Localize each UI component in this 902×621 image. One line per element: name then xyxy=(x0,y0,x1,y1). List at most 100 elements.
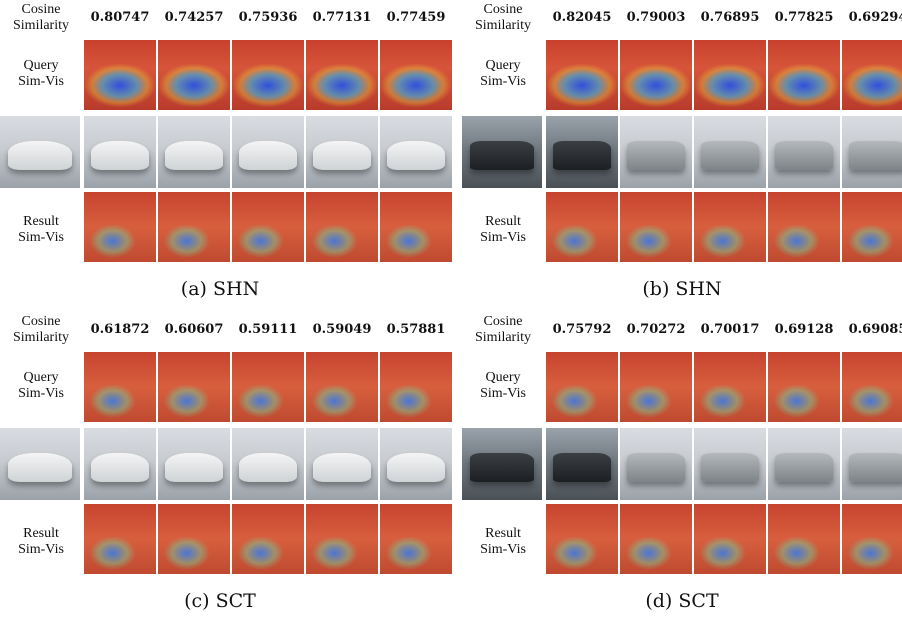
cosine-similarity-label: Cosine Similarity xyxy=(475,2,531,33)
result-sim-vis-map xyxy=(694,504,766,574)
cosine-score: 0.70017 xyxy=(700,322,760,337)
panel-caption: (d) SCT xyxy=(645,590,719,612)
query-sim-vis-map xyxy=(232,352,304,422)
cosine-score: 0.74257 xyxy=(164,10,224,25)
result-image xyxy=(84,428,156,500)
result-sim-vis-map xyxy=(546,192,618,262)
query-sim-vis-map xyxy=(694,352,766,422)
result-image xyxy=(380,116,452,188)
result-sim-vis-map xyxy=(842,192,902,262)
query-sim-vis-label: Query Sim-Vis xyxy=(18,370,64,401)
query-image xyxy=(0,116,80,188)
cosine-score: 0.79003 xyxy=(626,10,686,25)
result-image xyxy=(694,116,766,188)
panel-2: Cosine Similarity Query Sim-Vis Result Sim… xyxy=(462,0,902,300)
cosine-similarity-label: Cosine Similarity xyxy=(13,314,69,345)
result-image xyxy=(158,116,230,188)
result-image xyxy=(306,116,378,188)
panel-1: Cosine Similarity Query Sim-Vis Result Sim… xyxy=(0,0,452,300)
result-sim-vis-map xyxy=(694,192,766,262)
result-sim-vis-map xyxy=(768,504,840,574)
cosine-score: 0.77131 xyxy=(312,10,372,25)
result-image xyxy=(546,428,618,500)
result-sim-vis-map xyxy=(158,192,230,262)
cosine-score: 0.61872 xyxy=(90,322,150,337)
result-image xyxy=(842,116,902,188)
query-sim-vis-map xyxy=(158,40,230,110)
result-image xyxy=(232,116,304,188)
cosine-score: 0.69294 xyxy=(848,10,902,25)
panel-3: Cosine Similarity Query Sim-Vis Result Sim… xyxy=(0,312,452,612)
result-sim-vis-map xyxy=(620,192,692,262)
result-sim-vis-map xyxy=(768,192,840,262)
cosine-score: 0.76895 xyxy=(700,10,760,25)
query-sim-vis-map xyxy=(546,40,618,110)
result-sim-vis-map xyxy=(232,192,304,262)
result-sim-vis-map xyxy=(546,504,618,574)
result-sim-vis-map xyxy=(158,504,230,574)
query-sim-vis-map xyxy=(620,352,692,422)
query-sim-vis-map xyxy=(620,40,692,110)
result-sim-vis-map xyxy=(306,192,378,262)
result-image xyxy=(768,116,840,188)
result-image xyxy=(84,116,156,188)
query-sim-vis-map xyxy=(84,40,156,110)
query-image xyxy=(462,428,542,500)
result-image xyxy=(158,428,230,500)
query-sim-vis-map xyxy=(768,352,840,422)
cosine-score: 0.59111 xyxy=(238,322,298,337)
query-sim-vis-map xyxy=(380,352,452,422)
query-sim-vis-map xyxy=(232,40,304,110)
cosine-score: 0.82045 xyxy=(552,10,612,25)
cosine-score: 0.57881 xyxy=(386,322,446,337)
cosine-score: 0.60607 xyxy=(164,322,224,337)
query-sim-vis-map xyxy=(306,40,378,110)
cosine-score: 0.69085 xyxy=(848,322,902,337)
result-sim-vis-label: Result Sim-Vis xyxy=(480,526,526,557)
cosine-score: 0.75792 xyxy=(552,322,612,337)
cosine-score: 0.80747 xyxy=(90,10,150,25)
result-image xyxy=(768,428,840,500)
result-sim-vis-map xyxy=(620,504,692,574)
result-image xyxy=(380,428,452,500)
query-sim-vis-map xyxy=(380,40,452,110)
query-image xyxy=(0,428,80,500)
query-sim-vis-map xyxy=(84,352,156,422)
query-sim-vis-map xyxy=(158,352,230,422)
result-image xyxy=(232,428,304,500)
query-image xyxy=(462,116,542,188)
result-image xyxy=(842,428,902,500)
panel-caption: (c) SCT xyxy=(184,590,256,612)
result-sim-vis-label: Result Sim-Vis xyxy=(480,214,526,245)
cosine-similarity-label: Cosine Similarity xyxy=(475,314,531,345)
cosine-score: 0.77825 xyxy=(774,10,834,25)
query-sim-vis-map xyxy=(546,352,618,422)
cosine-score: 0.59049 xyxy=(312,322,372,337)
query-sim-vis-label: Query Sim-Vis xyxy=(18,58,64,89)
result-image xyxy=(620,116,692,188)
cosine-score: 0.70272 xyxy=(626,322,686,337)
cosine-score: 0.77459 xyxy=(386,10,446,25)
result-image xyxy=(694,428,766,500)
cosine-score: 0.69128 xyxy=(774,322,834,337)
result-sim-vis-map xyxy=(84,192,156,262)
result-sim-vis-map xyxy=(380,192,452,262)
query-sim-vis-label: Query Sim-Vis xyxy=(480,370,526,401)
result-sim-vis-map xyxy=(842,504,902,574)
result-sim-vis-map xyxy=(84,504,156,574)
result-image xyxy=(306,428,378,500)
cosine-similarity-label: Cosine Similarity xyxy=(13,2,69,33)
result-sim-vis-map xyxy=(380,504,452,574)
query-sim-vis-map xyxy=(842,352,902,422)
result-sim-vis-label: Result Sim-Vis xyxy=(18,526,64,557)
query-sim-vis-map xyxy=(694,40,766,110)
cosine-score: 0.75936 xyxy=(238,10,298,25)
panel-caption: (a) SHN xyxy=(180,278,260,300)
query-sim-vis-map xyxy=(306,352,378,422)
result-sim-vis-map xyxy=(232,504,304,574)
result-image xyxy=(546,116,618,188)
panel-4: Cosine Similarity Query Sim-Vis Result Sim… xyxy=(462,312,902,612)
result-image xyxy=(620,428,692,500)
result-sim-vis-label: Result Sim-Vis xyxy=(18,214,64,245)
query-sim-vis-map xyxy=(842,40,902,110)
